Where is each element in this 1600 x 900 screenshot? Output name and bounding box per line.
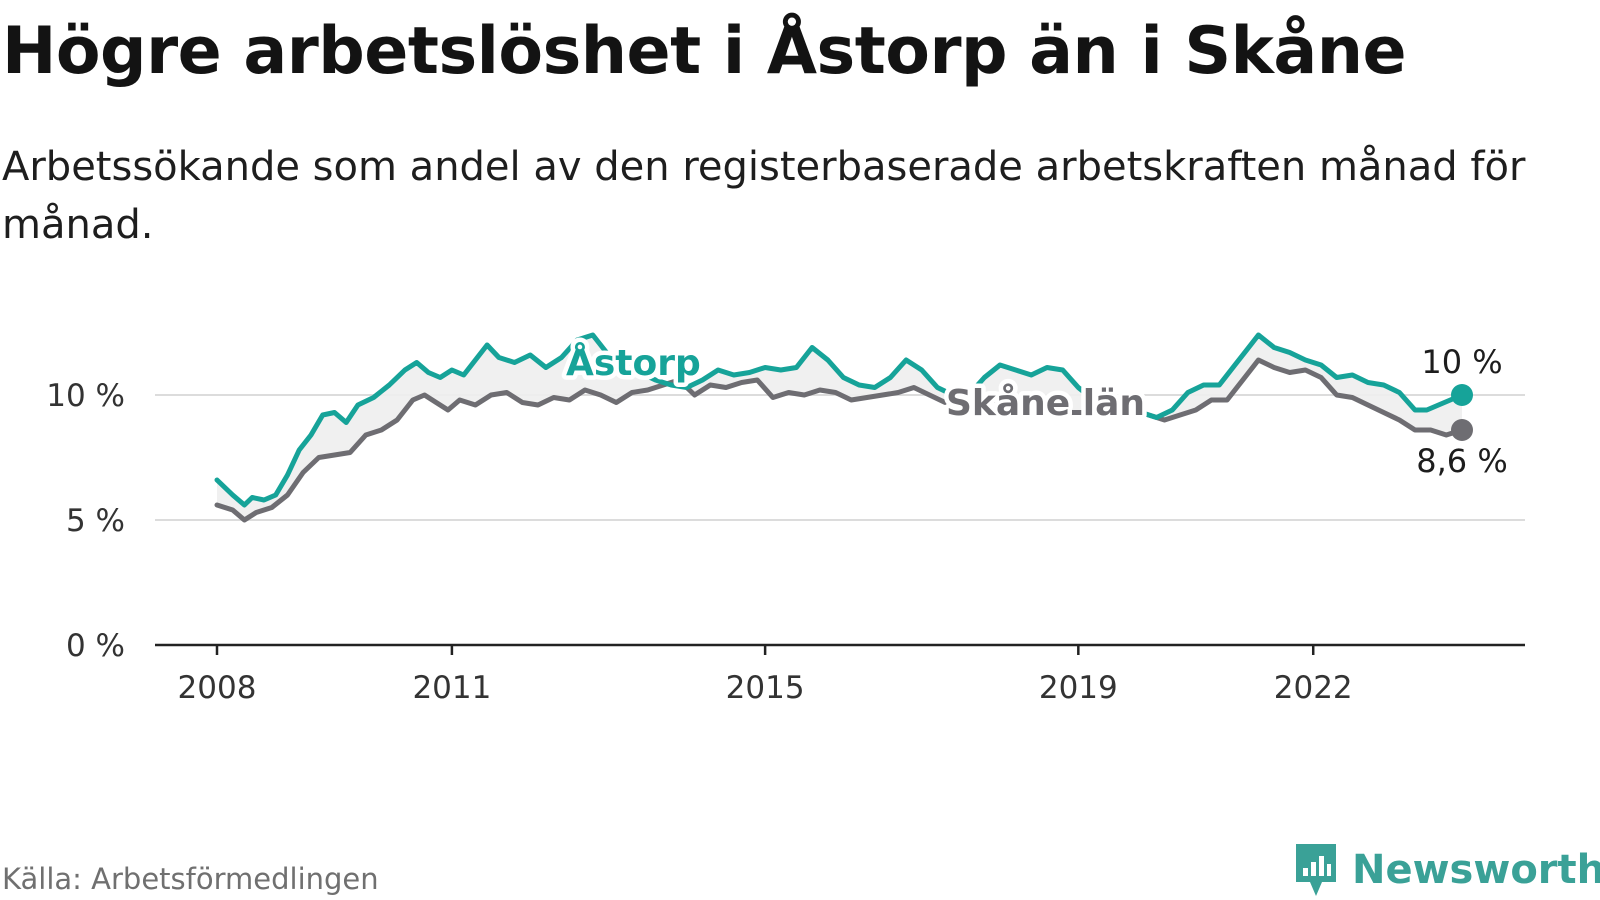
gap-band: [217, 335, 1462, 519]
y-tick-label: 5 %: [66, 503, 125, 539]
line-chart: 0 % 5 % 10 % 2008 2011 2015 2019 2022 10 % 8,6 % Å…: [46, 332, 1525, 707]
y-tick-label: 10 %: [46, 378, 125, 414]
series-label-astorp: Åstorp: [566, 342, 701, 384]
end-label-astorp: 10 %: [1421, 343, 1502, 381]
chart-title: Högre arbetslöshet i Åstorp än i Skåne: [2, 14, 1407, 89]
end-marker-skane: [1451, 419, 1473, 441]
chart-labels: 0 % 5 % 10 % 2008 2011 2015 2019 2022 10 % 8,6 % Å…: [46, 338, 1508, 707]
y-tick-label: 0 %: [66, 628, 125, 664]
x-tick-label: 2019: [1039, 670, 1118, 706]
series-lines: [214, 332, 1473, 523]
end-label-skane: 8,6 %: [1416, 442, 1507, 480]
series-line-skane: [214, 357, 1465, 523]
x-tick-label: 2011: [412, 670, 491, 706]
source-note: Källa: Arbetsförmedlingen: [2, 862, 379, 896]
series-line-astorp: [214, 332, 1465, 508]
gap-area: [217, 335, 1462, 519]
brand-name: Newsworthy: [1352, 847, 1600, 893]
chart-subtitle: Arbetssökande som andel av den registerb…: [2, 144, 1526, 248]
newsworthy-logo: Newsworthy: [1292, 842, 1600, 898]
series-label-skane: Skåne län: [946, 383, 1145, 424]
x-tick-label: 2015: [726, 670, 805, 706]
newsworthy-logo-icon: [1296, 844, 1336, 896]
end-marker-astorp: [1451, 384, 1473, 406]
x-tick-label: 2008: [178, 670, 257, 706]
x-tick-label: 2022: [1274, 670, 1353, 706]
axes: [155, 643, 1525, 655]
